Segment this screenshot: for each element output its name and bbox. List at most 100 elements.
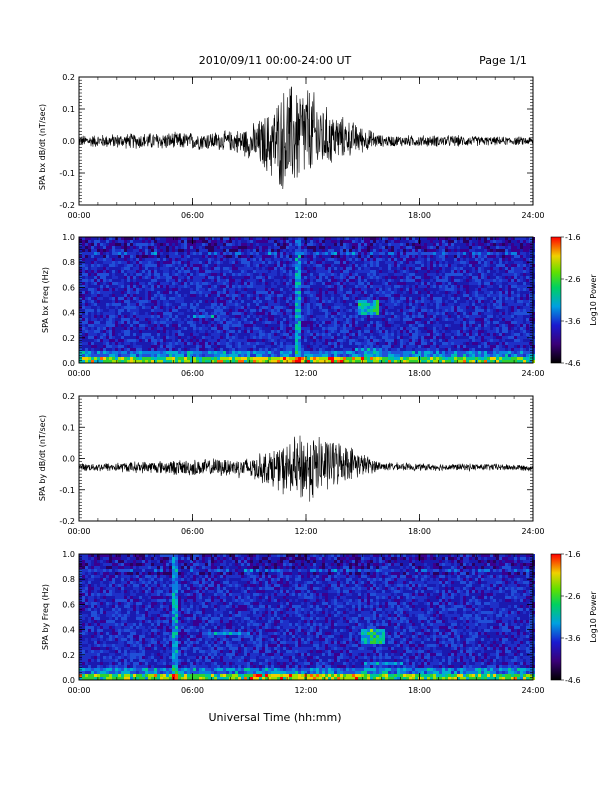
spectrogram-cell xyxy=(400,321,403,324)
spectrogram-cell xyxy=(487,267,490,270)
spectrogram-cell xyxy=(502,264,505,267)
spectrogram-cell xyxy=(463,291,466,294)
spectrogram-cell xyxy=(427,315,430,318)
spectrogram-cell xyxy=(301,285,304,288)
spectrogram-cell xyxy=(364,264,367,267)
spectrogram-cell xyxy=(346,249,349,252)
spectrogram-cell xyxy=(316,252,319,255)
spectrogram-cell xyxy=(217,321,220,324)
spectrogram-cell xyxy=(145,300,148,303)
spectrogram-cell xyxy=(265,330,268,333)
spectrogram-cell xyxy=(388,297,391,300)
spectrogram-cell xyxy=(85,309,88,312)
spectrogram-cell xyxy=(499,315,502,318)
spectrogram-cell xyxy=(352,303,355,306)
spectrogram-cell xyxy=(373,282,376,285)
spectrogram-cell xyxy=(166,237,169,240)
spectrogram-cell xyxy=(166,315,169,318)
spectrogram-cell xyxy=(268,321,271,324)
spectrogram-cell xyxy=(157,315,160,318)
spectrogram-cell xyxy=(157,303,160,306)
spectrogram-cell xyxy=(112,270,115,273)
spectrogram-cell xyxy=(265,267,268,270)
spectrogram-cell xyxy=(127,285,130,288)
spectrogram-cell xyxy=(139,282,142,285)
spectrogram-cell xyxy=(427,291,430,294)
spectrogram-cell xyxy=(418,267,421,270)
spectrogram-cell xyxy=(436,309,439,312)
spectrogram-cell xyxy=(313,267,316,270)
spectrogram-cell xyxy=(85,252,88,255)
spectrogram-cell xyxy=(469,237,472,240)
spectrogram-cell xyxy=(169,312,172,315)
spectrogram-cell xyxy=(241,261,244,264)
spectrogram-cell xyxy=(124,243,127,246)
spectrogram-cell xyxy=(166,309,169,312)
spectrogram-cell xyxy=(241,300,244,303)
spectrogram-cell xyxy=(250,300,253,303)
spectrogram-cell xyxy=(310,309,313,312)
spectrogram-cell xyxy=(169,282,172,285)
spectrogram-cell xyxy=(331,327,334,330)
spectrogram-cell xyxy=(454,240,457,243)
spectrogram-cell xyxy=(412,324,415,327)
spectrogram-cell xyxy=(328,327,331,330)
spectrogram-cell xyxy=(151,258,154,261)
spectrogram-cell xyxy=(247,237,250,240)
spectrogram-cell xyxy=(211,315,214,318)
spectrogram-cell xyxy=(253,330,256,333)
spectrogram-cell xyxy=(520,282,523,285)
spectrogram-cell xyxy=(346,258,349,261)
spectrogram-cell xyxy=(430,306,433,309)
spectrogram-cell xyxy=(103,309,106,312)
spectrogram-cell xyxy=(130,258,133,261)
spectrogram-cell xyxy=(469,291,472,294)
spectrogram-cell xyxy=(181,312,184,315)
spectrogram-cell xyxy=(337,249,340,252)
spectrogram-cell xyxy=(370,312,373,315)
spectrogram-cell xyxy=(421,303,424,306)
spectrogram-cell xyxy=(388,237,391,240)
spectrogram-cell xyxy=(175,303,178,306)
spectrogram-cell xyxy=(430,318,433,321)
spectrogram-cell xyxy=(529,246,532,249)
spectrogram-cell xyxy=(139,285,142,288)
spectrogram-cell xyxy=(475,279,478,282)
spectrogram-cell xyxy=(496,324,499,327)
spectrogram-cell xyxy=(337,291,340,294)
spectrogram-cell xyxy=(184,321,187,324)
spectrogram-cell xyxy=(367,306,370,309)
spectrogram-cell xyxy=(91,330,94,333)
spectrogram-cell xyxy=(118,312,121,315)
spectrogram-cell xyxy=(517,324,520,327)
spectrogram-cell xyxy=(298,309,301,312)
spectrogram-cell xyxy=(178,264,181,267)
spectrogram-cell xyxy=(142,312,145,315)
spectrogram-cell xyxy=(397,240,400,243)
spectrogram-cell xyxy=(439,261,442,264)
spectrogram-cell xyxy=(514,321,517,324)
spectrogram-cell xyxy=(226,282,229,285)
spectrogram-cell xyxy=(442,297,445,300)
spectrogram-cell xyxy=(502,291,505,294)
spectrogram-cell xyxy=(148,279,151,282)
spectrogram-cell xyxy=(478,258,481,261)
spectrogram-cell xyxy=(319,270,322,273)
spectrogram-cell xyxy=(319,330,322,333)
spectrogram-cell xyxy=(277,297,280,300)
spectrogram-cell xyxy=(328,243,331,246)
spectrogram-cell xyxy=(274,312,277,315)
spectrogram-cell xyxy=(106,327,109,330)
spectrogram-cell xyxy=(205,237,208,240)
spectrogram-cell xyxy=(370,300,373,303)
spectrogram-cell xyxy=(157,261,160,264)
spectrogram-cell xyxy=(409,312,412,315)
spectrogram-cell xyxy=(496,300,499,303)
spectrogram-cell xyxy=(343,264,346,267)
spectrogram-cell xyxy=(175,237,178,240)
spectrogram-cell xyxy=(499,306,502,309)
spectrogram-cell xyxy=(190,249,193,252)
spectrogram-cell xyxy=(160,297,163,300)
spectrogram-cell xyxy=(298,297,301,300)
spectrogram-cell xyxy=(424,246,427,249)
